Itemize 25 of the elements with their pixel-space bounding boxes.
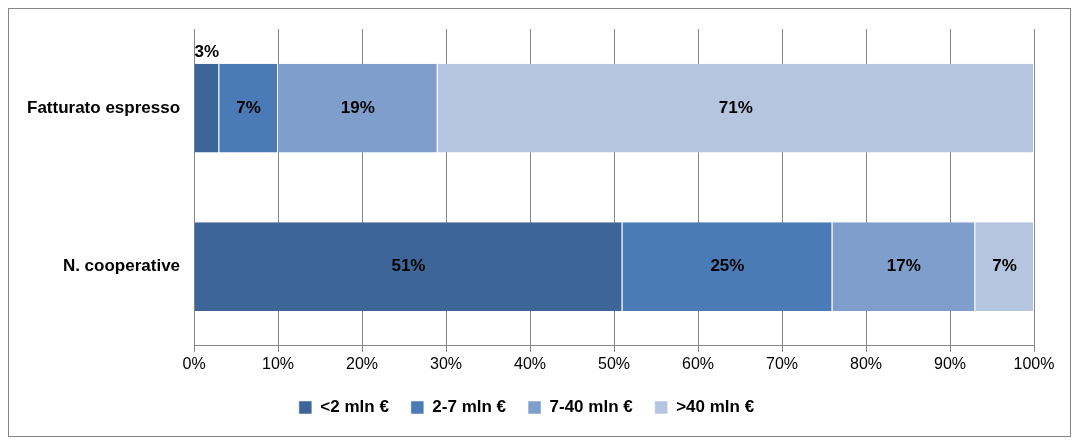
data-label: 19% [340,97,375,117]
x-tick-label: 90% [933,354,967,372]
y-tick-label: N. cooperative [62,256,181,276]
data-label: 7% [992,256,1017,276]
x-tick-label: 10% [262,354,295,372]
x-tick-label: 40% [514,354,547,372]
data-label: 3% [194,41,220,61]
x-tick-label: 30% [430,354,463,372]
data-label: 71% [718,97,753,117]
data-label: 25% [710,256,745,276]
x-tick-label: 80% [849,354,883,372]
data-label: 51% [391,256,426,276]
legend-label: 7-40 mln € [549,397,634,417]
x-tick-label: 0% [182,354,206,372]
data-label: 7% [236,97,261,117]
data-label: 17% [886,256,921,276]
y-tick-label: Fatturato espresso [26,97,181,117]
x-tick-label: 60% [682,354,715,372]
x-tick-label: 20% [346,354,379,372]
legend-label: <2 mln € [320,397,390,417]
legend-label: >40 mln € [676,397,755,417]
x-tick-label: 50% [598,354,631,372]
x-tick-label: 70% [766,354,799,372]
x-tick-label: 100% [1013,354,1055,372]
legend-label: 2-7 mln € [432,397,507,417]
